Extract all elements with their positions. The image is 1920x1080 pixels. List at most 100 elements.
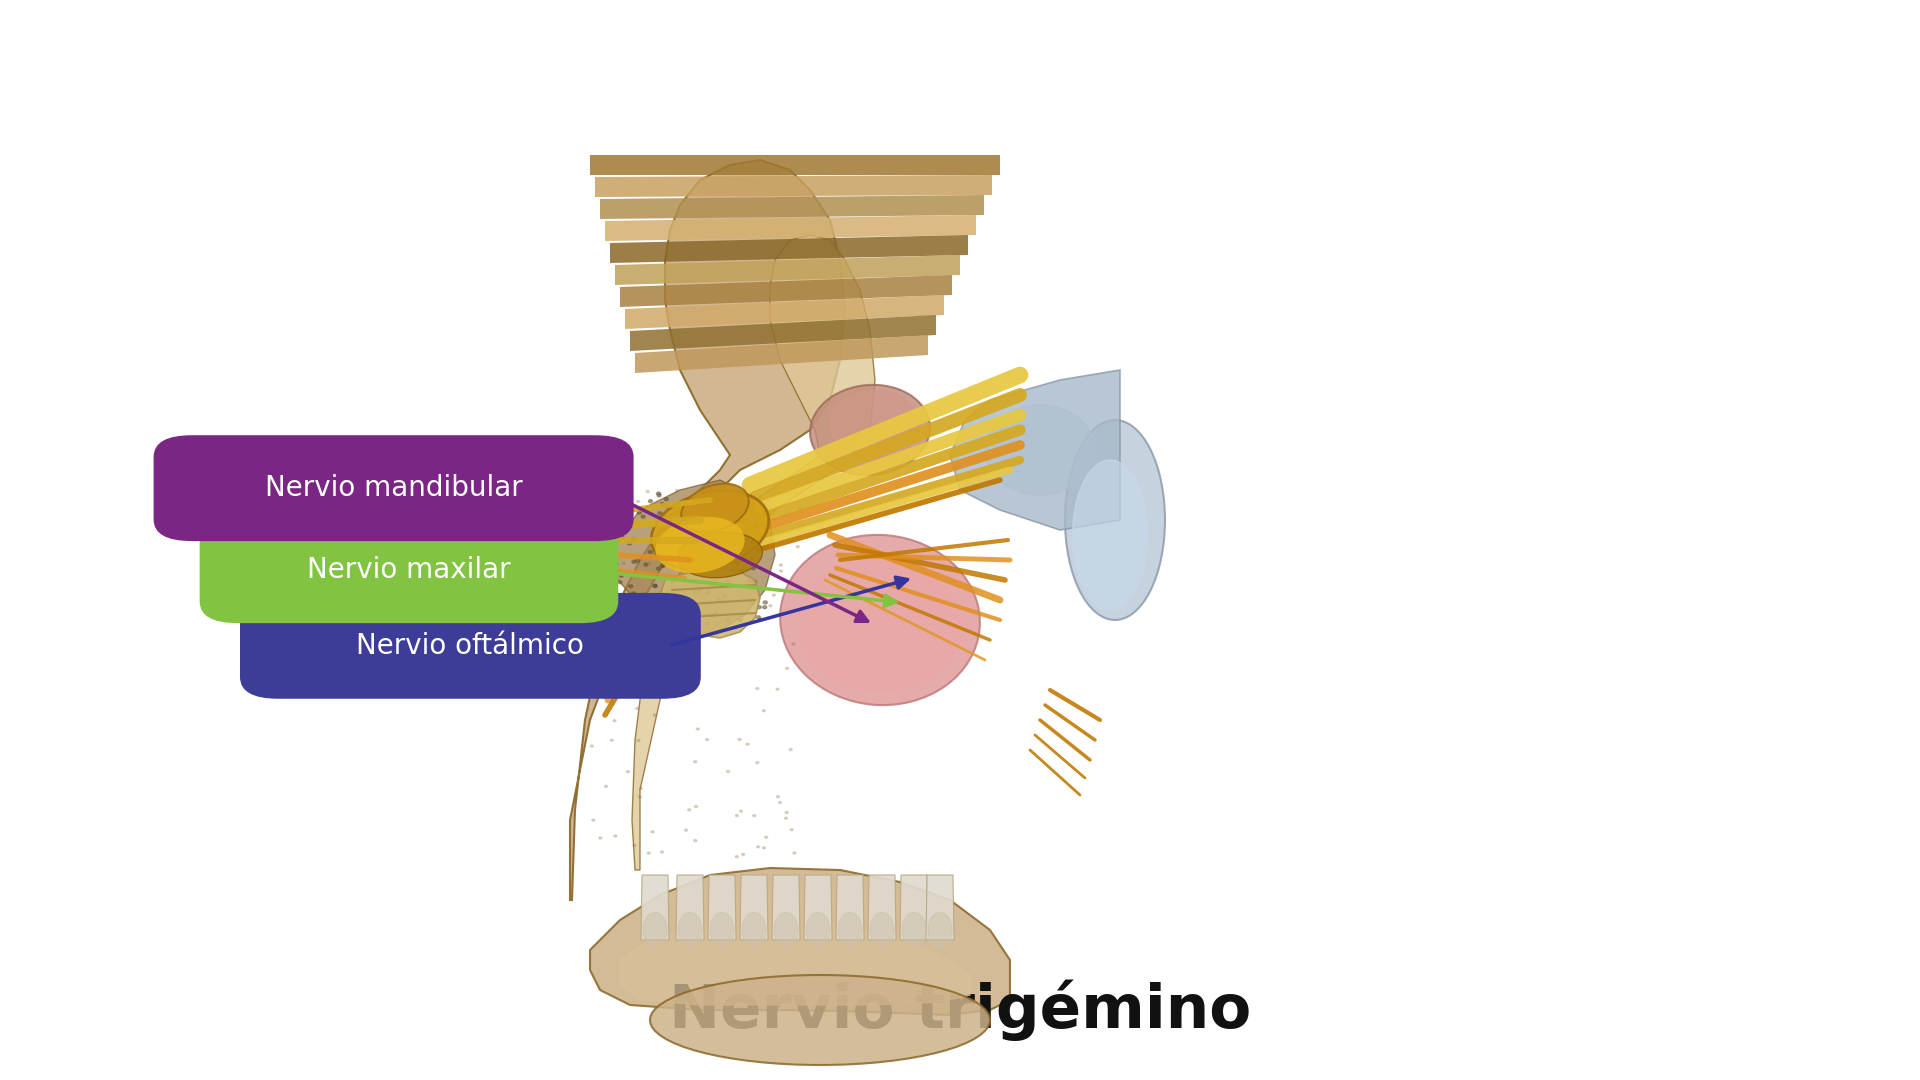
Ellipse shape [678, 521, 682, 524]
Polygon shape [804, 875, 831, 940]
Ellipse shape [637, 660, 641, 662]
Ellipse shape [758, 509, 762, 512]
Polygon shape [611, 235, 968, 264]
Ellipse shape [707, 591, 710, 594]
Ellipse shape [666, 666, 668, 669]
Ellipse shape [666, 539, 670, 542]
Ellipse shape [728, 515, 730, 517]
Ellipse shape [651, 490, 768, 569]
Ellipse shape [776, 796, 780, 798]
Ellipse shape [668, 505, 672, 509]
Polygon shape [632, 235, 876, 870]
Ellipse shape [628, 609, 632, 612]
Ellipse shape [751, 580, 755, 583]
Ellipse shape [676, 489, 678, 491]
Polygon shape [589, 868, 1010, 1015]
Ellipse shape [693, 591, 697, 593]
FancyBboxPatch shape [154, 435, 634, 541]
Ellipse shape [614, 607, 618, 610]
Ellipse shape [753, 814, 756, 816]
FancyBboxPatch shape [200, 517, 618, 623]
Ellipse shape [697, 584, 699, 586]
Ellipse shape [653, 584, 657, 588]
Ellipse shape [1073, 460, 1148, 610]
Ellipse shape [660, 564, 666, 567]
Ellipse shape [614, 680, 618, 683]
Ellipse shape [870, 913, 895, 947]
Ellipse shape [707, 490, 710, 492]
Ellipse shape [659, 542, 662, 544]
Ellipse shape [628, 584, 634, 588]
Ellipse shape [680, 536, 684, 538]
Ellipse shape [657, 567, 660, 570]
Ellipse shape [628, 542, 632, 544]
Polygon shape [868, 875, 897, 940]
Ellipse shape [668, 514, 672, 516]
Ellipse shape [664, 498, 668, 501]
Ellipse shape [837, 913, 862, 947]
Ellipse shape [797, 557, 962, 692]
Ellipse shape [614, 512, 618, 515]
Ellipse shape [720, 552, 724, 555]
Ellipse shape [651, 831, 655, 833]
Polygon shape [570, 160, 845, 900]
Ellipse shape [659, 512, 660, 514]
Ellipse shape [762, 606, 766, 609]
Ellipse shape [672, 624, 676, 626]
Ellipse shape [622, 563, 626, 564]
Ellipse shape [611, 740, 612, 741]
Ellipse shape [902, 913, 925, 947]
Ellipse shape [785, 667, 789, 670]
Ellipse shape [618, 581, 622, 584]
Ellipse shape [693, 839, 697, 841]
Ellipse shape [756, 761, 758, 764]
Ellipse shape [697, 728, 699, 730]
Ellipse shape [764, 836, 768, 838]
Ellipse shape [660, 536, 664, 539]
Ellipse shape [806, 913, 829, 947]
Ellipse shape [609, 529, 611, 531]
Ellipse shape [741, 853, 745, 855]
Ellipse shape [630, 670, 632, 672]
Ellipse shape [739, 810, 743, 812]
Ellipse shape [770, 605, 772, 607]
Ellipse shape [670, 630, 674, 633]
Ellipse shape [697, 563, 701, 565]
Ellipse shape [647, 661, 649, 663]
Ellipse shape [735, 519, 737, 522]
Ellipse shape [707, 513, 710, 516]
Ellipse shape [626, 771, 630, 772]
Ellipse shape [718, 599, 722, 602]
Ellipse shape [739, 569, 743, 572]
Ellipse shape [676, 598, 680, 602]
Polygon shape [772, 875, 801, 940]
Ellipse shape [735, 562, 741, 565]
Ellipse shape [755, 523, 758, 526]
Polygon shape [626, 295, 945, 329]
Polygon shape [950, 370, 1119, 530]
Polygon shape [620, 275, 952, 307]
Ellipse shape [612, 719, 616, 721]
Ellipse shape [737, 739, 741, 741]
Ellipse shape [662, 515, 666, 518]
Ellipse shape [789, 748, 793, 751]
Ellipse shape [620, 575, 624, 577]
Polygon shape [630, 315, 937, 351]
Ellipse shape [735, 855, 739, 858]
Ellipse shape [620, 536, 624, 539]
Polygon shape [641, 875, 668, 940]
Ellipse shape [647, 852, 651, 854]
Ellipse shape [689, 532, 693, 535]
Ellipse shape [810, 384, 929, 475]
Ellipse shape [624, 626, 628, 629]
FancyBboxPatch shape [240, 593, 701, 699]
Ellipse shape [730, 516, 733, 518]
Ellipse shape [741, 519, 747, 523]
Ellipse shape [778, 801, 781, 804]
Ellipse shape [785, 818, 787, 820]
Ellipse shape [643, 913, 666, 947]
Text: Nervio maxilar: Nervio maxilar [307, 556, 511, 584]
Ellipse shape [637, 500, 639, 502]
Ellipse shape [589, 649, 593, 650]
Ellipse shape [637, 619, 641, 622]
